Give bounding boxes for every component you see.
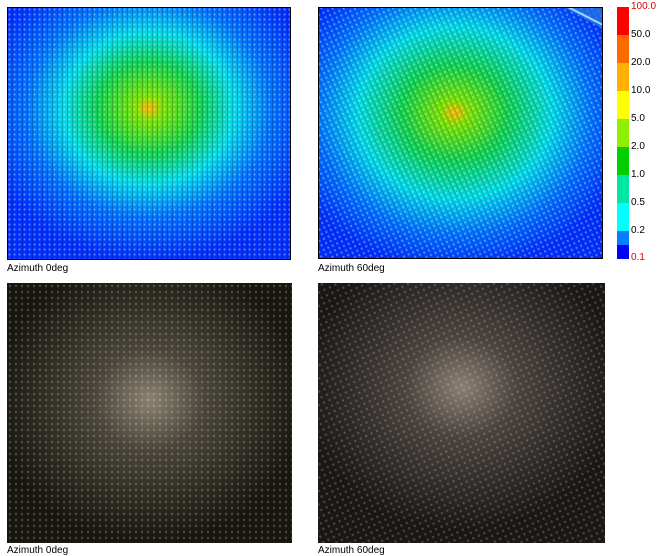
photo-image [318,283,605,543]
colorbar [617,7,629,259]
viewer: Azimuth 0deg Azimuth 60deg 100.0 50.0 20… [0,0,657,556]
photo-image [7,283,292,543]
colorbar-label: 50.0 [631,29,650,41]
image-caption: Azimuth 60deg [318,263,385,275]
image-caption: Azimuth 0deg [7,263,68,275]
colorbar-label: 0.2 [631,225,645,237]
image-caption: Azimuth 60deg [318,545,385,556]
colorbar-label: 0.1 [631,252,645,264]
colorbar-label: 100.0 [631,1,656,13]
colorbar-label: 5.0 [631,113,645,125]
colorbar-label: 0.5 [631,197,645,209]
colorbar-label: 2.0 [631,141,645,153]
colorbar-label: 20.0 [631,57,650,69]
colorbar-label: 1.0 [631,169,645,181]
colorbar-label: 10.0 [631,85,650,97]
false-color-image [318,7,603,259]
image-caption: Azimuth 0deg [7,545,68,556]
false-color-image [7,7,291,260]
